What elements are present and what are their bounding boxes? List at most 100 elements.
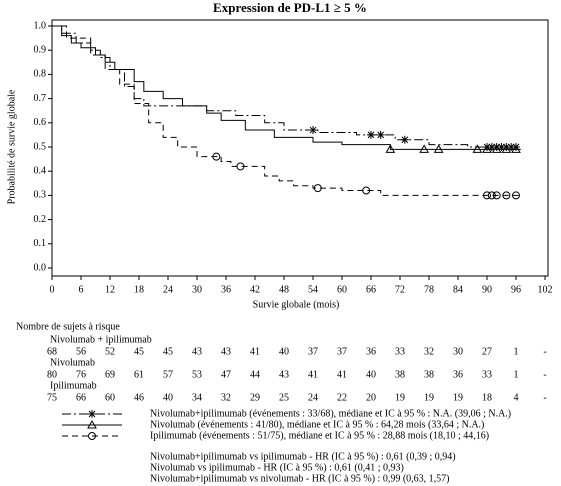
y-tick-label: 1.0 [34,20,47,31]
risk-count: 33 [482,369,492,380]
risk-count: 68 [47,346,57,357]
risk-count: 38 [424,369,434,380]
note: Nivolumab+ipilimumab vs ipilimumab - HR … [150,451,456,462]
censor-marker [419,144,430,153]
censor-marker [385,144,396,153]
risk-count: 45 [134,346,144,357]
y-tick-label: 0.6 [34,117,47,128]
legend-label: Nivolumab+ipilimumab (événements : 33/68… [150,408,511,419]
x-tick-label: 42 [250,284,260,295]
x-tick-label: 90 [482,284,492,295]
risk-group-label: Ipilimumab [50,380,97,391]
risk-count: 47 [221,369,231,380]
note: Nivolumab vs ipilimumab - HR (IC à 95 %)… [150,462,404,473]
x-tick-label: 6 [79,284,84,295]
risk-count: 66 [76,392,86,403]
censor-marker [483,191,491,200]
censor-marker [507,143,516,151]
risk-count: 1 [514,346,519,357]
legend-marker [88,410,96,418]
risk-count: 75 [47,392,57,403]
risk-count: 41 [308,369,318,380]
risk-count: 22 [337,392,347,403]
x-tick-label: 24 [163,284,173,295]
risk-count: 19 [395,392,405,403]
risk-group-label: Nivolumab + ipilimumab [50,334,152,345]
censor-marker [512,191,520,200]
survival-curve [52,25,521,196]
censor-marker [492,143,501,151]
risk-count: 43 [279,369,289,380]
x-tick-label: 54 [308,284,318,295]
risk-count: 53 [192,369,202,380]
risk-count: 19 [424,392,434,403]
risk-count: 40 [279,346,289,357]
censor-marker [511,144,521,153]
risk-count: 4 [514,392,519,403]
risk-count: 18 [482,392,492,403]
risk-count: 1 [514,369,519,380]
risk-count: 24 [308,392,318,403]
risk-count: 32 [424,346,434,357]
censor-marker [492,191,501,200]
x-tick-label: 18 [134,284,144,295]
risk-count: 80 [47,369,57,380]
risk-count: 56 [76,346,86,357]
survival-curve [52,25,521,148]
censor-marker [367,130,375,139]
risk-count: 40 [163,392,173,403]
risk-count: 43 [221,346,231,357]
y-tick-label: 0.8 [34,69,47,80]
x-axis-label: Survie globale (mois) [253,299,340,310]
risk-count: 36 [453,369,463,380]
risk-count: 37 [337,346,347,357]
censor-marker [512,143,520,151]
risk-count: - [543,392,546,403]
censor-marker [433,144,444,153]
censor-marker [483,143,491,151]
x-tick-label: 72 [395,284,405,295]
risk-group-label: Nivolumab [50,357,95,368]
x-tick-label: 30 [192,284,202,295]
risk-count: 57 [163,369,173,380]
y-tick-label: 0.2 [34,214,47,225]
risk-count: 27 [482,346,492,357]
risk-count: 52 [105,346,115,357]
risk-count: - [543,369,546,380]
x-tick-label: 84 [453,284,463,295]
risk-count: 43 [192,346,202,357]
x-tick-label: 36 [221,284,231,295]
risk-count: 61 [134,369,144,380]
risk-count: - [543,346,546,357]
x-tick-label: 102 [538,284,553,295]
censor-marker [376,130,385,139]
censor-marker [313,184,322,193]
risk-count: 37 [308,346,318,357]
risk-count: 19 [453,392,463,403]
risk-table-title: Nombre de sujets à risque [16,321,120,332]
legend-marker [88,432,96,440]
risk-count: 25 [279,392,289,403]
risk-count: 41 [337,369,347,380]
chart-title: Expression de PD-L1 ≥ 5 % [213,0,367,15]
plot-frame [51,19,549,277]
risk-count: 46 [134,392,144,403]
censor-marker [472,144,483,153]
x-tick-label: 96 [511,284,521,295]
risk-count: 30 [453,346,463,357]
x-tick-label: 78 [424,284,434,295]
risk-count: 38 [395,369,405,380]
legend-label: Nivolumab (événements : 41/80), médiane … [150,419,484,430]
legend-label: Ipilimumab (événements : 51/75), médiane… [150,430,489,441]
risk-count: 41 [250,346,260,357]
y-tick-label: 0.5 [34,141,47,152]
censor-marker [236,162,245,171]
censor-marker [491,144,502,153]
risk-count: 69 [105,369,115,380]
note: Nivolumab+ipilimumab vs nivolumab - HR (… [150,473,450,484]
censor-marker [487,143,496,151]
risk-count: 34 [192,392,202,403]
risk-count: 45 [163,346,173,357]
risk-count: 44 [250,369,260,380]
